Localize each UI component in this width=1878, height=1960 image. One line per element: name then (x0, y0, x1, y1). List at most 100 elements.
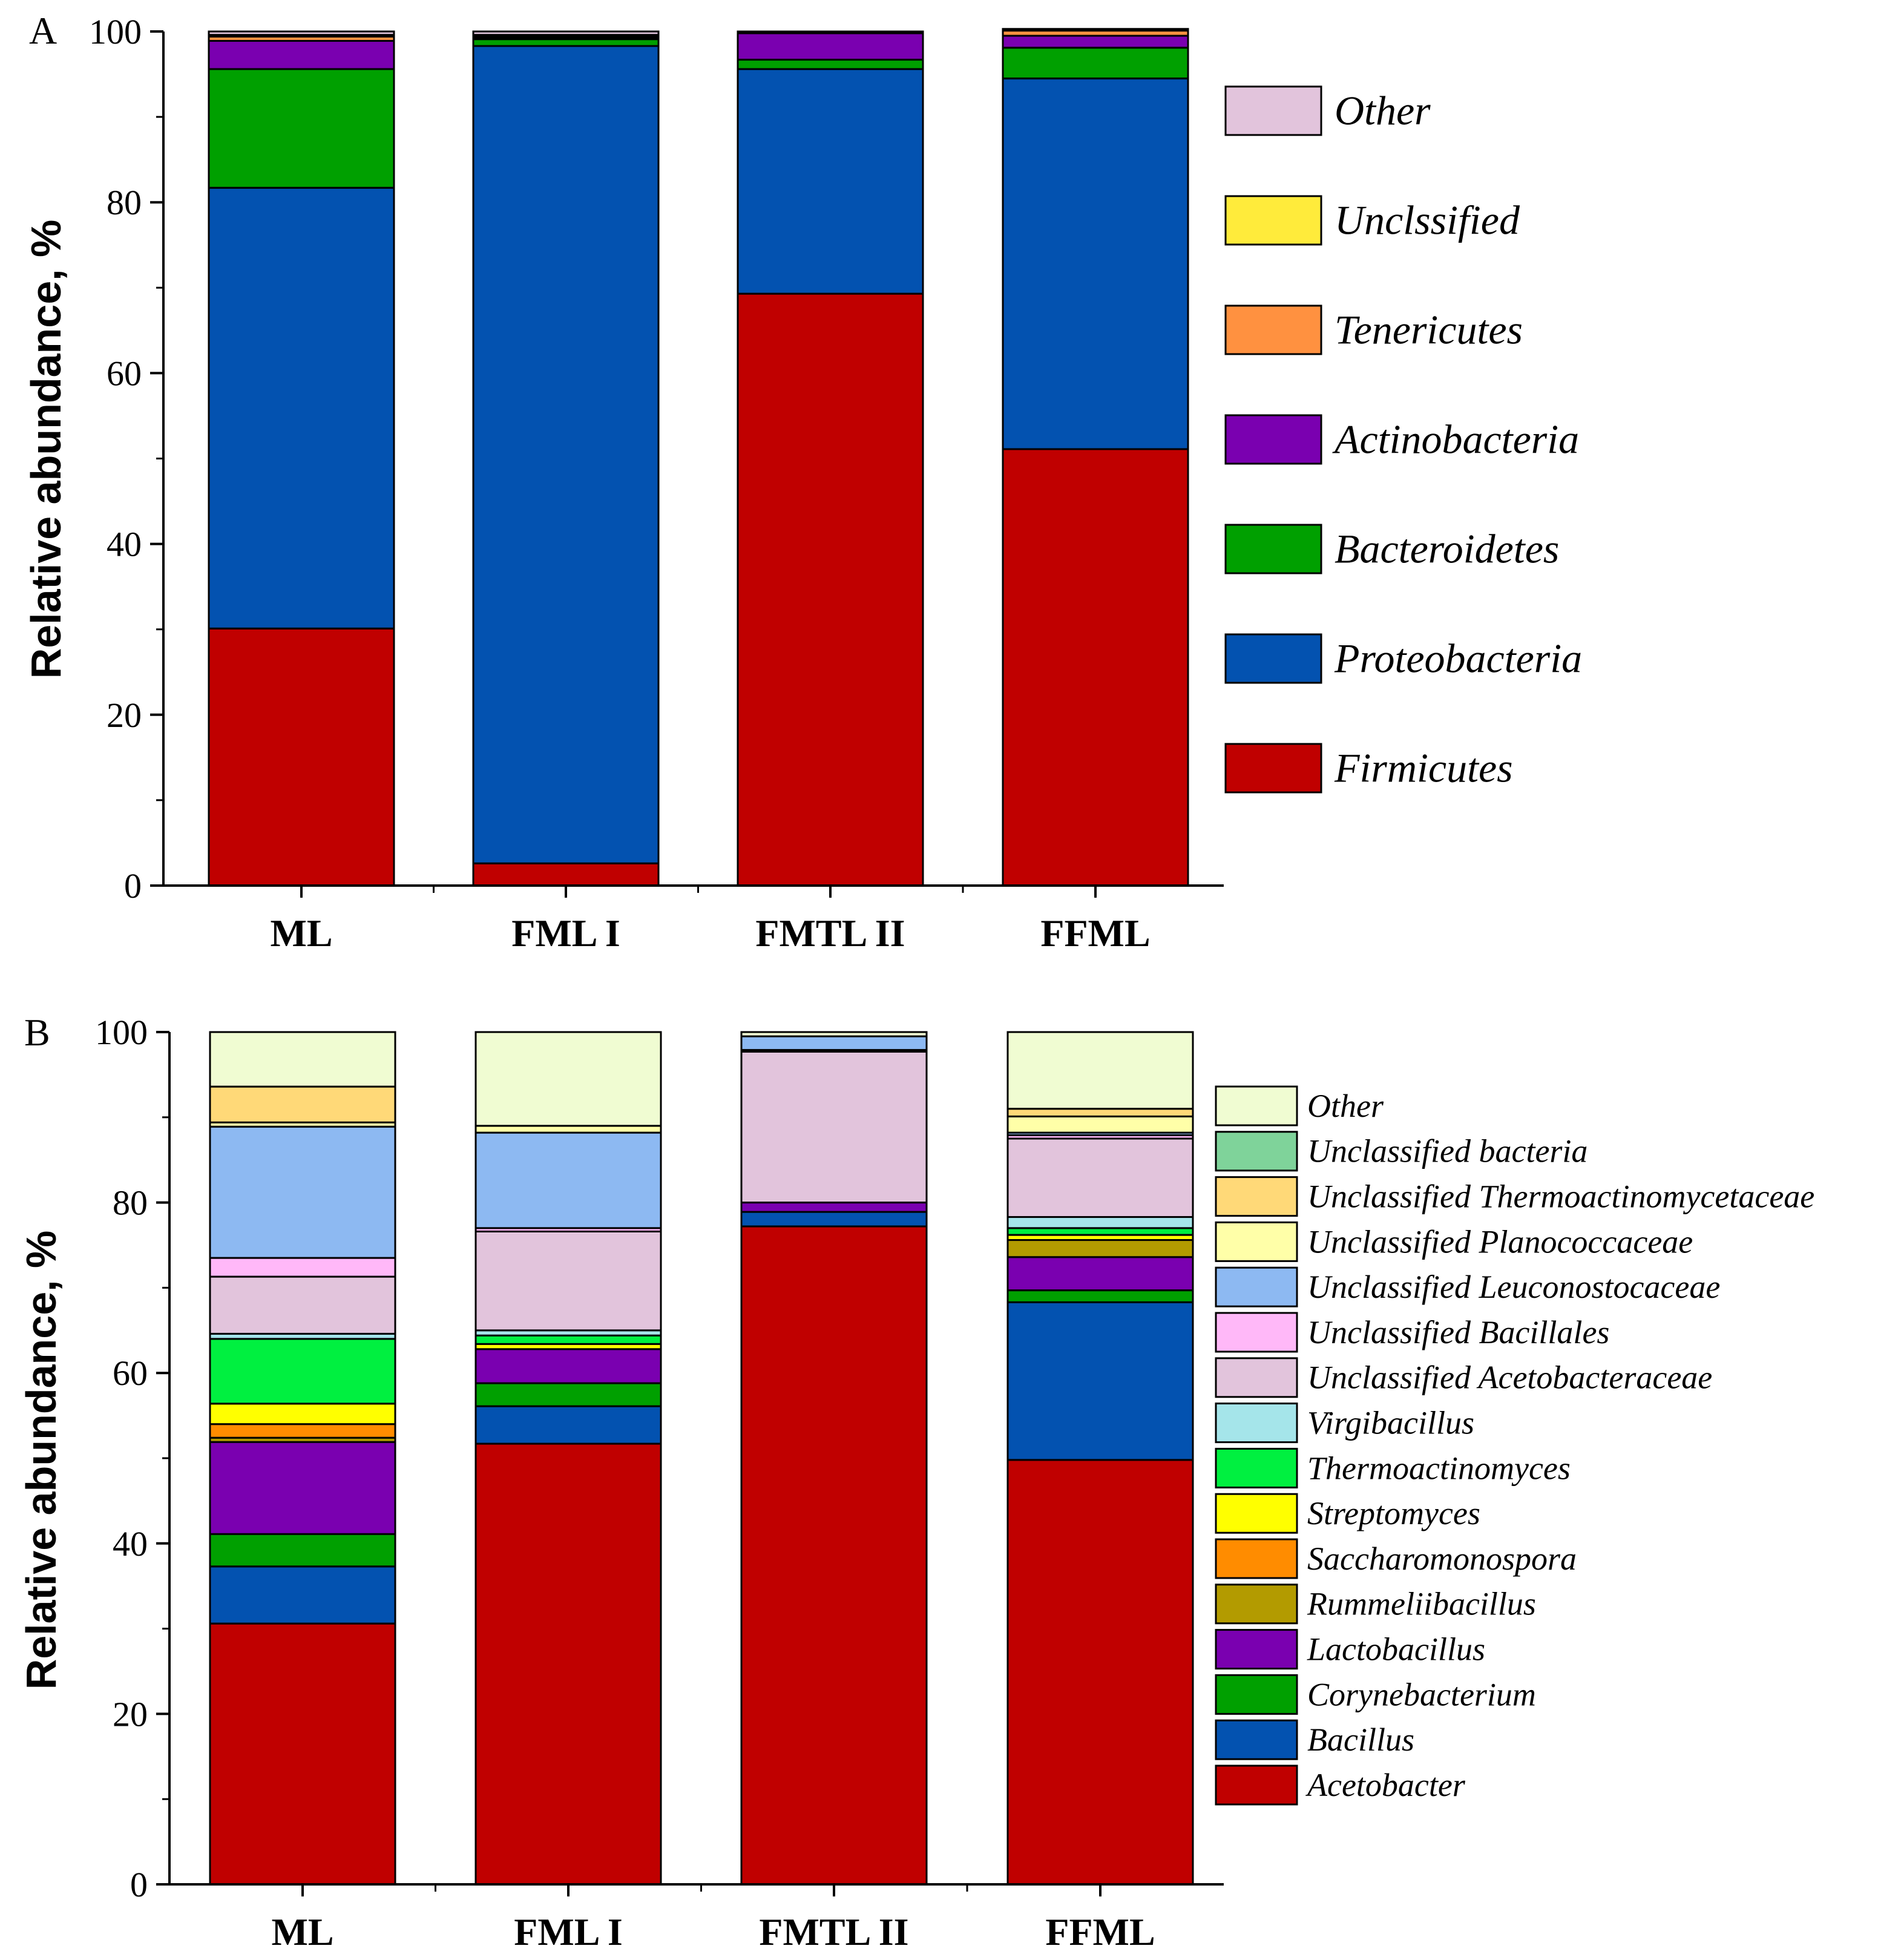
panel-a-bar-fml-i-bacteroidetes (472, 38, 660, 47)
panel-b-x-category-label: FFML (1045, 1910, 1155, 1953)
panel-b-legend-label-streptomyces: Streptomyces (1307, 1495, 1480, 1531)
panel-b-y-tick-label: 0 (130, 1865, 148, 1904)
panel-b-legend-label-rummeliibacillus: Rummeliibacillus (1307, 1586, 1536, 1622)
panel-b-bar-fml-i-bacillus (474, 1405, 662, 1445)
panel-b-bar-ml-unclassified-thermoactinomycetaceae (209, 1085, 396, 1123)
panel-a-x-category-label: ML (270, 912, 332, 955)
panel-b-y-tick-label: 100 (95, 1013, 148, 1052)
panel-a-letter: A (29, 9, 57, 52)
panel-b-legend-swatch-lactobacillus (1215, 1629, 1298, 1670)
panel-a-bar-ml-other (208, 30, 395, 36)
panel-a-bar-fmtl-ii-bacteroidetes (737, 59, 924, 70)
panel-a-legend-swatch-firmicutes (1224, 743, 1322, 794)
panel-a-bar-ffml-actinobacteria (1002, 35, 1189, 49)
panel-b-bar-fml-i-other (474, 1031, 662, 1127)
panel-a-legend-label-actinobacteria: Actinobacteria (1332, 416, 1579, 462)
panel-a-legend-swatch-actinobacteria (1224, 414, 1322, 465)
panel-b-y-tick-label: 40 (113, 1524, 148, 1564)
panel-b-legend-swatch-rummeliibacillus (1215, 1583, 1298, 1625)
panel-a-legend-label-proteobacteria: Proteobacteria (1334, 635, 1582, 681)
panel-a-y-tick-label: 40 (107, 525, 142, 564)
panel-b-legend-swatch-thermoactinomyces (1215, 1447, 1298, 1488)
panel-a-legend-label-tenericutes: Tenericutes (1335, 306, 1523, 352)
panel-b-legend-swatch-other (1215, 1085, 1298, 1126)
panel-a-y-tick-label: 100 (89, 12, 142, 51)
panel-a-bar-ffml-proteobacteria (1002, 77, 1189, 450)
panel-b-bar-ffml-lactobacillus (1006, 1256, 1194, 1292)
panel-b-legend-label-lactobacillus: Lactobacillus (1307, 1631, 1485, 1668)
panel-b-bar-ml-acetobacter (209, 1622, 396, 1886)
panel-a-bar-fmtl-ii-proteobacteria (737, 68, 924, 295)
panel-b-x-category-label: FML I (514, 1910, 623, 1953)
panel-b-legend-label-unclassified-bacillales: Unclassified Bacillales (1307, 1314, 1609, 1350)
panel-b-bar-fmtl-ii-other (740, 1031, 928, 1038)
panel-b-bar-ml-unclassified-bacillales (209, 1257, 396, 1278)
panel-b: B Relative abundance, % 0 20 40 60 80 100 ML FM… (18, 1011, 1814, 1953)
panel-b-legend-swatch-unclassified-bacillales (1215, 1312, 1298, 1353)
panel-b-legend-label-other: Other (1307, 1088, 1384, 1124)
panel-b-bar-ffml-unclassified-acetobacteraceae (1006, 1137, 1194, 1218)
panel-a-bar-fml-i-proteobacteria (472, 45, 660, 864)
panel-a-bar-fmtl-ii-actinobacteria (737, 32, 924, 61)
panel-b-bar-fmtl-ii-lactobacillus (740, 1202, 928, 1213)
panel-b-y-tick-label: 20 (113, 1694, 148, 1734)
panel-b-bar-ffml-unclassified-planococcaceae (1006, 1115, 1194, 1134)
panel-b-bar-ml-thermoactinomyces (209, 1338, 396, 1405)
panel-b-letter: B (24, 1011, 50, 1054)
panel-a-legend: Other Unclssified Tenericutes Actinobacteri… (1224, 85, 1582, 794)
panel-b-legend-label-unclassified-bacteria: Unclassified bacteria (1307, 1133, 1587, 1169)
panel-b-bar-ffml-acetobacter (1006, 1459, 1194, 1886)
panel-b-bar-ml-unclassified-acetobacteraceae (209, 1275, 396, 1335)
panel-b-bars (209, 1031, 1194, 1886)
panel-b-bar-fml-i-acetobacter (474, 1442, 662, 1886)
panel-b-bar-fmtl-ii-unclassified-acetobacteraceae (740, 1050, 928, 1204)
panel-a-y-tick-label: 20 (107, 696, 142, 735)
panel-a-legend-swatch-unclssified (1224, 195, 1322, 246)
panel-a-legend-swatch-other (1224, 85, 1322, 136)
panel-a-bar-ml-actinobacteria (208, 40, 395, 70)
panel-b-bar-ffml-thermoactinomyces (1006, 1227, 1194, 1236)
panel-b-legend-swatch-streptomyces (1215, 1493, 1298, 1534)
panel-b-legend-swatch-virgibacillus (1215, 1403, 1298, 1444)
panel-b-bar-ffml-corynebacterium (1006, 1289, 1194, 1303)
panel-b-bar-ml-bacillus (209, 1565, 396, 1625)
panel-b-bar-fml-i-corynebacterium (474, 1382, 662, 1407)
panel-b-bar-ml-saccharomonospora (209, 1423, 396, 1439)
panel-a-bar-ffml-firmicutes (1002, 448, 1189, 887)
panel-b-x-category-label: FMTL II (759, 1910, 908, 1953)
panel-a-legend-swatch-tenericutes (1224, 304, 1322, 355)
panel-b-bar-ffml-rummeliibacillus (1006, 1239, 1194, 1258)
panel-a: A Relative abundance, % 0 20 40 60 80 100 ML FM… (22, 9, 1582, 955)
panel-b-legend-label-unclassified-leuconostocaceae: Unclassified Leuconostocaceae (1307, 1269, 1720, 1305)
panel-b-bar-ml-corynebacterium (209, 1533, 396, 1568)
panel-b-legend-swatch-unclassified-thermoactinomycetaceae (1215, 1176, 1298, 1217)
panel-a-bar-fmtl-ii-firmicutes (737, 292, 924, 887)
panel-b-bar-fmtl-ii-acetobacter (740, 1225, 928, 1886)
panel-b-legend-swatch-unclassified-acetobacteraceae (1215, 1357, 1298, 1398)
panel-b-legend-swatch-saccharomonospora (1215, 1538, 1298, 1579)
panel-b-bar-ml-other (209, 1031, 396, 1088)
panel-a-bar-ml-bacteroidetes (208, 68, 395, 189)
panel-a-legend-label-firmicutes: Firmicutes (1334, 745, 1513, 791)
panel-b-y-axis-title: Relative abundance, % (18, 1231, 65, 1690)
panel-b-legend-label-thermoactinomyces: Thermoactinomyces (1307, 1450, 1571, 1486)
panel-b-legend-swatch-bacillus (1215, 1719, 1298, 1760)
panel-b-bar-ffml-bacillus (1006, 1301, 1194, 1461)
panel-a-y-tick-label: 60 (107, 354, 142, 393)
panel-a-bars (208, 28, 1189, 887)
panel-b-bar-fml-i-thermoactinomyces (474, 1334, 662, 1345)
panel-a-x-category-label: FMTL II (755, 912, 905, 955)
panel-b-legend-label-unclassified-acetobacteraceae: Unclassified Acetobacteraceae (1307, 1360, 1712, 1396)
panel-b-y-tick-label: 60 (113, 1353, 148, 1393)
panel-a-y-tick-label: 80 (107, 183, 142, 222)
panel-a-legend-label-unclssified: Unclssified (1335, 197, 1520, 243)
panel-a-bar-fml-i-firmicutes (472, 862, 660, 887)
panel-b-bar-ffml-unclassified-thermoactinomycetaceae (1006, 1108, 1194, 1117)
panel-a-bar-ml-proteobacteria (208, 186, 395, 630)
panel-a-y-tick-label: 0 (124, 866, 142, 906)
panel-a-y-axis-title: Relative abundance, % (22, 220, 70, 679)
panel-b-bar-fmtl-ii-bacillus (740, 1211, 928, 1228)
panel-a-legend-swatch-proteobacteria (1224, 633, 1322, 684)
panel-b-legend-swatch-acetobacter (1215, 1764, 1298, 1806)
